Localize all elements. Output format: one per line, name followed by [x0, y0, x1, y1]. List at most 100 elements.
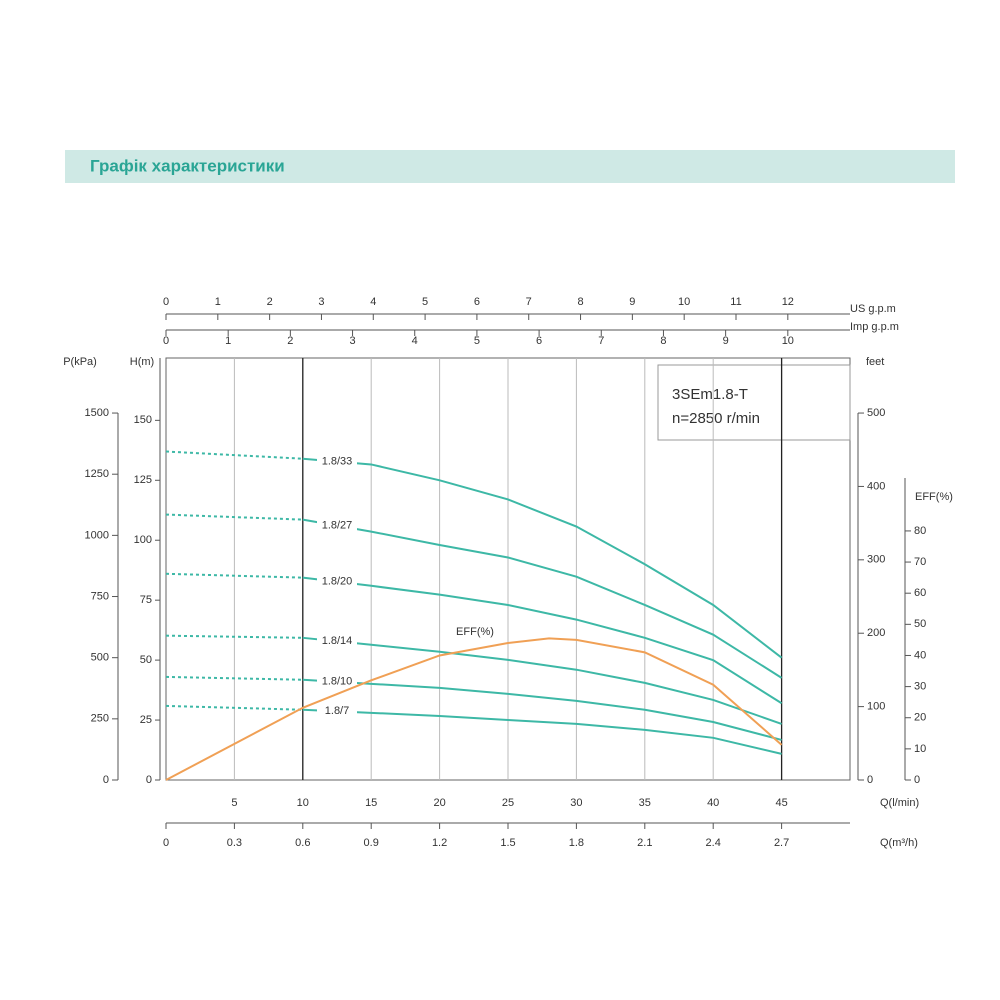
curve-label: 1.8/27: [322, 520, 353, 532]
speed-label: n=2850 r/min: [672, 410, 760, 427]
extra-x-tick-label: 1.8: [569, 837, 584, 849]
head-curve: [302, 518, 783, 679]
extra-x-tick-label: 0: [163, 837, 169, 849]
extra-x-tick-label: 0.9: [364, 837, 379, 849]
eff-tick-label: 80: [914, 525, 926, 537]
extra-x-tick-label: 8: [660, 335, 666, 347]
extra-y-axis-title: feet: [866, 356, 884, 368]
extra-x-tick-label: 10: [782, 335, 794, 347]
extra-x-tick-label: 7: [526, 296, 532, 308]
eff-tick-label: 40: [914, 649, 926, 661]
extra-x-tick-label: 8: [577, 296, 583, 308]
extra-y-tick-label: 500: [91, 652, 109, 664]
extra-x-axis-title: Imp g.p.m: [850, 321, 899, 333]
curve-label-bg: [317, 518, 357, 533]
x-tick-label: 25: [502, 797, 514, 809]
extra-x-tick-label: 0: [163, 335, 169, 347]
curve-label-bg: [317, 674, 357, 689]
eff-tick-label: 10: [914, 743, 926, 755]
head-curve: [302, 636, 782, 725]
curve-label: 1.8/7: [325, 705, 349, 717]
extra-x-tick-label: 1: [225, 335, 231, 347]
h-tick-label: 50: [140, 654, 152, 666]
extra-x-tick-label: 1.5: [500, 837, 515, 849]
extra-x-axis-title: Q(m³/h): [880, 837, 918, 849]
extra-x-tick-label: 4: [412, 335, 418, 347]
x-tick-label: 45: [775, 797, 787, 809]
extra-x-tick-label: 0: [163, 296, 169, 308]
eff-axis-title: EFF(%): [915, 491, 953, 503]
extra-x-tick-label: 9: [723, 335, 729, 347]
extra-x-tick-label: 6: [536, 335, 542, 347]
curve-label: 1.8/10: [322, 676, 353, 688]
h-axis-title: H(m): [130, 356, 154, 368]
extra-x-axis-title: US g.p.m: [850, 303, 896, 315]
extra-y-tick-label: 300: [867, 554, 885, 566]
h-tick-label: 150: [134, 414, 152, 426]
model-label: 3SEm1.8-T: [672, 386, 748, 403]
h-tick-label: 125: [134, 474, 152, 486]
head-curve: [302, 678, 782, 741]
extra-x-tick-label: 3: [318, 296, 324, 308]
h-tick-label: 75: [140, 594, 152, 606]
head-curve: [302, 708, 782, 755]
h-tick-label: 0: [146, 774, 152, 786]
eff-tick-label: 20: [914, 712, 926, 724]
head-curve-dashed: [165, 513, 303, 521]
extra-x-tick-label: 5: [474, 335, 480, 347]
extra-y-tick-label: 1250: [85, 468, 109, 480]
head-curve-dashed: [165, 704, 303, 711]
extra-y-tick-label: 250: [91, 713, 109, 725]
curve-label: 1.8/33: [322, 455, 353, 467]
extra-x-tick-label: 1.2: [432, 837, 447, 849]
head-curve-dashed: [165, 450, 303, 460]
x-tick-label: 40: [707, 797, 719, 809]
extra-y-tick-label: 1000: [85, 529, 109, 541]
head-curve: [302, 576, 783, 705]
extra-x-tick-label: 7: [598, 335, 604, 347]
extra-y-tick-label: 0: [103, 774, 109, 786]
extra-y-tick-label: 750: [91, 590, 109, 602]
extra-x-tick-label: 5: [422, 296, 428, 308]
header-title: Графік характеристики: [90, 156, 285, 175]
x-tick-label: 5: [231, 797, 237, 809]
extra-x-tick-label: 1: [215, 296, 221, 308]
curve-label-bg: [317, 634, 357, 649]
extra-x-tick-label: 6: [474, 296, 480, 308]
extra-y-tick-label: 400: [867, 480, 885, 492]
extra-x-tick-label: 2: [287, 335, 293, 347]
h-tick-label: 100: [134, 534, 152, 546]
extra-x-tick-label: 2.7: [774, 837, 789, 849]
extra-x-tick-label: 10: [678, 296, 690, 308]
x-tick-label: 15: [365, 797, 377, 809]
head-curve-dashed: [165, 572, 303, 579]
x-tick-label: 35: [639, 797, 651, 809]
eff-tick-label: 50: [914, 618, 926, 630]
extra-y-tick-label: 0: [867, 774, 873, 786]
eff-tick-label: 0: [914, 774, 920, 786]
curve-label-bg: [317, 574, 357, 589]
extra-y-tick-label: 200: [867, 627, 885, 639]
extra-x-tick-label: 2.1: [637, 837, 652, 849]
curve-label: 1.8/14: [322, 635, 353, 647]
header-band: [65, 150, 955, 183]
eff-tick-label: 70: [914, 556, 926, 568]
curve-label-bg: [317, 704, 357, 719]
extra-x-tick-label: 12: [782, 296, 794, 308]
eff-curve-label: EFF(%): [456, 626, 494, 638]
extra-y-tick-label: 1500: [85, 407, 109, 419]
extra-x-tick-label: 0.6: [295, 837, 310, 849]
x-tick-label: 10: [297, 797, 309, 809]
x-tick-label: 30: [570, 797, 582, 809]
x-axis-title: Q(l/min): [880, 797, 919, 809]
extra-x-tick-label: 11: [730, 296, 741, 308]
extra-y-tick-label: 100: [867, 701, 885, 713]
curve-label-bg: [317, 454, 357, 469]
extra-x-tick-label: 3: [349, 335, 355, 347]
eff-tick-label: 60: [914, 587, 926, 599]
extra-y-tick-label: 500: [867, 407, 885, 419]
extra-x-tick-label: 9: [629, 296, 635, 308]
head-curve-dashed: [165, 675, 303, 681]
head-curve: [302, 457, 783, 659]
